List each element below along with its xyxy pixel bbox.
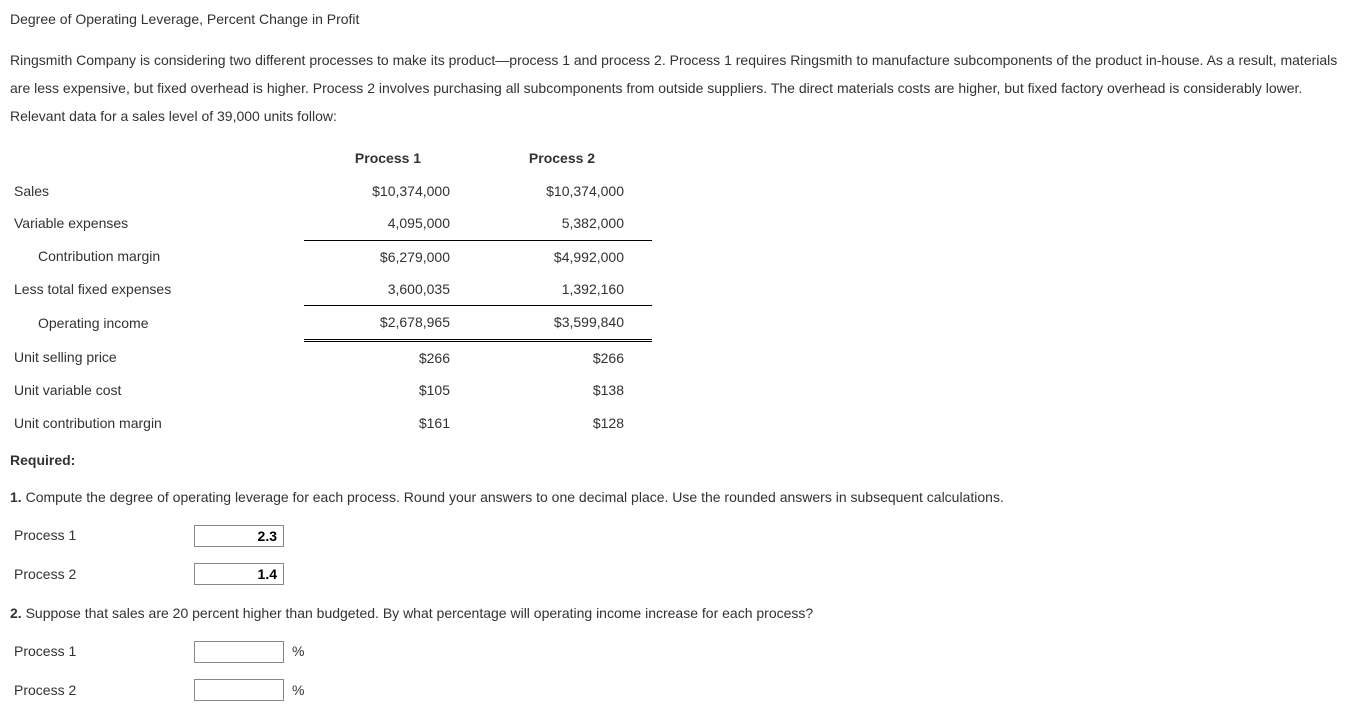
cell-value: $161 [304, 407, 478, 439]
cell-value: $10,374,000 [478, 175, 652, 207]
table-header-row: Process 1 Process 2 [10, 142, 652, 174]
row-label: Sales [10, 175, 304, 207]
cell-value: $10,374,000 [304, 175, 478, 207]
question-number: 2. [10, 605, 22, 621]
cell-value: $6,279,000 [304, 240, 478, 273]
question-2: 2. Suppose that sales are 20 percent hig… [10, 601, 1361, 626]
cell-value: $2,678,965 [304, 306, 478, 340]
table-row: Contribution margin $6,279,000 $4,992,00… [10, 240, 652, 273]
row-label: Variable expenses [10, 207, 304, 240]
row-label: Operating income [10, 306, 304, 340]
table-row: Variable expenses 4,095,000 5,382,000 [10, 207, 652, 240]
cell-value: $4,992,000 [478, 240, 652, 273]
row-label: Unit variable cost [10, 374, 304, 406]
data-table: Process 1 Process 2 Sales $10,374,000 $1… [10, 142, 652, 439]
header-process-1: Process 1 [304, 142, 478, 174]
question-1: 1. Compute the degree of operating lever… [10, 485, 1361, 510]
cell-value: $128 [478, 407, 652, 439]
cell-value: $266 [304, 340, 478, 374]
table-row: Unit selling price $266 $266 [10, 340, 652, 374]
answer-label: Process 2 [14, 563, 194, 585]
question-text: Compute the degree of operating leverage… [22, 489, 1004, 505]
unit-label: % [292, 679, 304, 701]
header-process-2: Process 2 [478, 142, 652, 174]
cell-value: 5,382,000 [478, 207, 652, 240]
answer-row: Process 1 % [14, 640, 1361, 662]
process-1-pct-input[interactable] [194, 641, 284, 663]
page-title: Degree of Operating Leverage, Percent Ch… [10, 8, 1361, 30]
answer-label: Process 1 [14, 640, 194, 662]
unit-label: % [292, 640, 304, 662]
answer-label: Process 1 [14, 524, 194, 546]
row-label: Contribution margin [10, 240, 304, 273]
table-row: Unit variable cost $105 $138 [10, 374, 652, 406]
table-row: Sales $10,374,000 $10,374,000 [10, 175, 652, 207]
cell-value: 4,095,000 [304, 207, 478, 240]
intro-paragraph: Ringsmith Company is considering two dif… [10, 46, 1361, 130]
table-row: Operating income $2,678,965 $3,599,840 [10, 306, 652, 340]
required-heading: Required: [10, 449, 1361, 471]
answer-row: Process 1 [14, 524, 1361, 546]
cell-value: $266 [478, 340, 652, 374]
process-2-dol-input[interactable] [194, 563, 284, 585]
cell-value: 1,392,160 [478, 273, 652, 306]
cell-value: $3,599,840 [478, 306, 652, 340]
answer-row: Process 2 % [14, 679, 1361, 701]
table-row: Less total fixed expenses 3,600,035 1,39… [10, 273, 652, 306]
answer-row: Process 2 [14, 563, 1361, 585]
row-label: Unit selling price [10, 340, 304, 374]
process-2-pct-input[interactable] [194, 679, 284, 701]
row-label: Less total fixed expenses [10, 273, 304, 306]
row-label: Unit contribution margin [10, 407, 304, 439]
cell-value: $105 [304, 374, 478, 406]
question-number: 1. [10, 489, 22, 505]
answer-label: Process 2 [14, 679, 194, 701]
cell-value: $138 [478, 374, 652, 406]
cell-value: 3,600,035 [304, 273, 478, 306]
process-1-dol-input[interactable] [194, 525, 284, 547]
table-row: Unit contribution margin $161 $128 [10, 407, 652, 439]
question-text: Suppose that sales are 20 percent higher… [22, 605, 814, 621]
